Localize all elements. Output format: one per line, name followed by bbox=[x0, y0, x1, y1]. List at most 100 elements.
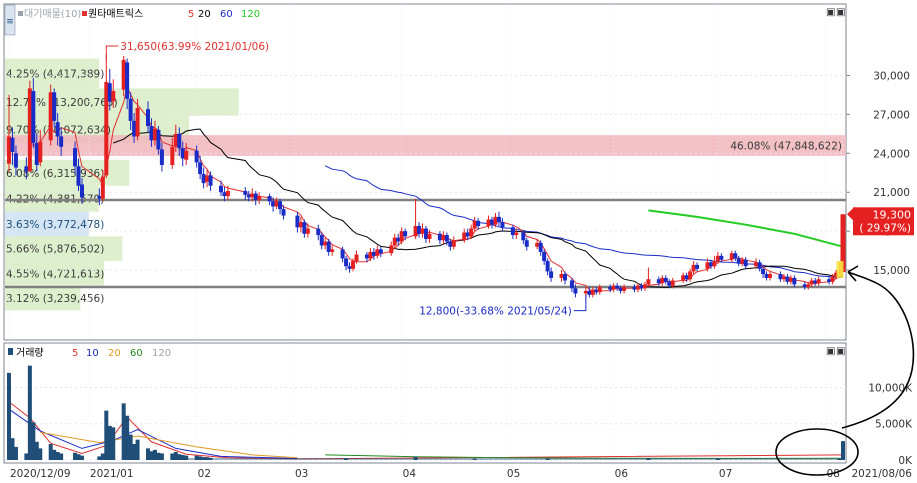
candle-body bbox=[542, 251, 547, 262]
volume-panel-restore-button[interactable]: ▣ bbox=[826, 346, 835, 357]
candle-body bbox=[149, 126, 154, 141]
date-tick-label: 04 bbox=[403, 468, 417, 480]
price-tick-label: 21,000 bbox=[873, 187, 910, 199]
candle-body bbox=[635, 285, 640, 290]
candle-body bbox=[840, 214, 846, 273]
candle-body bbox=[198, 162, 203, 175]
volume-bar bbox=[198, 456, 203, 460]
candle-body bbox=[740, 259, 745, 264]
candle-body bbox=[319, 235, 324, 246]
annotation-layer: 31,650(63.99% 2021/01/06) 12,800(-33.68% … bbox=[105, 41, 914, 318]
legend-vma120-label[interactable]: 120 bbox=[152, 348, 171, 359]
candle-body bbox=[549, 271, 554, 278]
candle-body bbox=[834, 272, 839, 277]
hand-drawn-circle bbox=[775, 428, 859, 476]
candle-body bbox=[736, 258, 741, 264]
candle-body bbox=[465, 232, 470, 237]
candle-body bbox=[441, 235, 446, 241]
candle-body bbox=[257, 196, 262, 201]
candle-body bbox=[302, 222, 307, 234]
candle-body bbox=[514, 232, 519, 236]
volume-bar bbox=[104, 410, 109, 460]
candle-body bbox=[173, 133, 178, 147]
volume-tick-label: 10,000K bbox=[868, 382, 913, 394]
low-annotation-arrow bbox=[573, 294, 587, 312]
volume-bar bbox=[79, 455, 84, 460]
candle-body bbox=[563, 274, 567, 281]
candle-body bbox=[100, 176, 105, 199]
candle-body bbox=[111, 91, 116, 102]
candle-body bbox=[632, 286, 637, 290]
legend-vma60-label[interactable]: 60 bbox=[130, 348, 143, 359]
legend-vma10-label[interactable]: 10 bbox=[86, 348, 99, 359]
volume-profile-bar bbox=[5, 88, 239, 116]
legend-ma5-label[interactable]: 5 bbox=[188, 9, 194, 20]
candle-body bbox=[392, 237, 397, 246]
hand-drawn-arrow bbox=[841, 265, 915, 429]
candle-body bbox=[642, 284, 647, 289]
candle-body bbox=[715, 255, 720, 262]
legend-ma60-label[interactable]: 60 bbox=[220, 9, 233, 20]
price-panel-restore-button[interactable]: ▣ bbox=[826, 7, 835, 18]
legend-vma20-label[interactable]: 20 bbox=[108, 348, 121, 359]
candle-body bbox=[594, 289, 599, 293]
candle-body bbox=[7, 136, 11, 164]
candle-body bbox=[608, 286, 613, 290]
candle-body bbox=[76, 166, 81, 186]
candle-body bbox=[170, 146, 175, 165]
candle-body bbox=[486, 219, 491, 226]
legend-vma5-label[interactable]: 5 bbox=[72, 348, 78, 359]
candle-body bbox=[729, 253, 734, 260]
current-price-pointer bbox=[847, 208, 853, 221]
candle-body bbox=[13, 153, 18, 168]
legend-stock-label[interactable]: 퀀타매트릭스 bbox=[88, 8, 143, 20]
candle-body bbox=[243, 190, 248, 195]
legend-swatch-price bbox=[82, 11, 87, 16]
candle-body bbox=[427, 233, 432, 239]
panel-menu-glyph: ≡ bbox=[6, 17, 14, 27]
candle-body bbox=[278, 201, 283, 210]
candle-body bbox=[792, 277, 797, 285]
legend-ma20-label[interactable]: 20 bbox=[198, 9, 211, 20]
candle-body bbox=[298, 222, 303, 228]
candle-body bbox=[761, 268, 766, 274]
candle-body bbox=[55, 122, 60, 137]
candle-body bbox=[743, 259, 748, 267]
legend-volume-label[interactable]: 거래량 bbox=[16, 347, 44, 359]
candle-body bbox=[326, 241, 331, 252]
high-annotation: 31,650(63.99% 2021/01/06) bbox=[120, 41, 269, 53]
candle-body bbox=[688, 271, 693, 280]
price-panel-maximize-button[interactable]: ▣ bbox=[836, 7, 845, 18]
current-price-tag bbox=[853, 207, 914, 236]
candle-body bbox=[135, 107, 140, 137]
candle-body bbox=[646, 279, 651, 285]
volume-panel-frame bbox=[3, 342, 847, 464]
legend-supply-label[interactable]: 대기매물(10) bbox=[24, 8, 81, 20]
price-tick-label: 24,000 bbox=[873, 148, 910, 160]
candle-body bbox=[201, 174, 206, 184]
candle-body bbox=[521, 232, 526, 241]
candle-body bbox=[59, 136, 64, 147]
volume-tick-label: 0K bbox=[898, 455, 913, 467]
candle-body bbox=[708, 262, 713, 267]
volume-bar bbox=[152, 449, 157, 460]
panel-menu-button[interactable] bbox=[4, 4, 16, 36]
candle-body bbox=[705, 262, 710, 269]
candle-body bbox=[399, 231, 404, 242]
candle-body bbox=[48, 92, 53, 141]
candle-body bbox=[733, 253, 738, 259]
candle-body bbox=[754, 262, 759, 267]
candle-body bbox=[827, 279, 832, 282]
candle-body bbox=[472, 220, 477, 229]
candle-body bbox=[107, 83, 112, 102]
candle-body bbox=[225, 190, 230, 197]
legend-ma120-label[interactable]: 120 bbox=[241, 9, 260, 20]
price-tick-label: 27,000 bbox=[873, 109, 910, 121]
candle-body bbox=[660, 277, 665, 284]
candle-body bbox=[813, 280, 818, 284]
high-annotation-arrow bbox=[105, 45, 119, 61]
price-panel-frame bbox=[3, 3, 847, 341]
candle-body bbox=[802, 284, 807, 287]
volume-panel-maximize-button[interactable]: ▣ bbox=[836, 346, 845, 357]
